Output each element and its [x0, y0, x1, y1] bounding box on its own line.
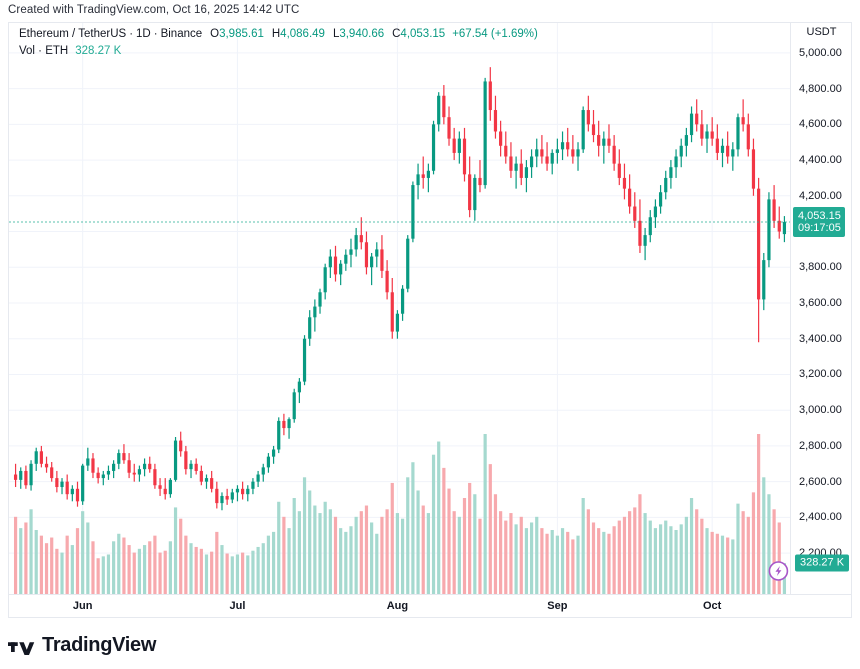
price-tick-label: 3,000.00: [799, 404, 842, 417]
volume-value-badge: 328.27 K: [795, 554, 850, 572]
time-axis[interactable]: Jun Jul Aug Sep Oct: [9, 594, 851, 617]
attribution-text: Created with TradingView.com, Oct 16, 20…: [8, 4, 300, 16]
time-tick-label: Jun: [72, 600, 93, 612]
current-price-badge: 4,053.15 09:17:05: [793, 207, 845, 238]
chart-plot-area[interactable]: [9, 23, 791, 594]
tradingview-wordmark: TradingView: [42, 634, 157, 656]
price-tick-label: 2,600.00: [799, 475, 842, 488]
time-tick-label: Jul: [229, 600, 246, 612]
time-tick-label: Aug: [386, 600, 409, 612]
price-axis-unit: USDT: [806, 26, 837, 38]
price-tick-label: 2,800.00: [799, 439, 842, 452]
time-tick-label: Sep: [547, 600, 568, 612]
price-axis[interactable]: USDT 5,000.00 4,800.00 4,600.00 4,400.00 4,2…: [790, 23, 851, 594]
price-tick-label: 3,400.00: [799, 332, 842, 345]
current-price-value: 4,053.15: [798, 210, 841, 223]
tradingview-logo-icon: [8, 641, 35, 655]
price-tick-label: 3,600.00: [799, 297, 842, 309]
tradingview-brand: TradingView: [8, 634, 156, 657]
price-tick-label: 3,800.00: [799, 261, 842, 274]
price-tick-label: 3,200.00: [799, 368, 842, 381]
price-tick-label: 4,200.00: [799, 189, 842, 202]
current-price-time: 09:17:05: [798, 222, 841, 235]
price-tick-label: 4,400.00: [799, 154, 842, 167]
price-tick-label: 5,000.00: [799, 46, 842, 59]
lightning-bolt-icon: [768, 561, 789, 581]
candlestick-plot[interactable]: [9, 23, 791, 594]
chart-frame: Ethereum / TetherUS · 1D · Binance O3,98…: [8, 22, 852, 618]
price-tick-label: 2,400.00: [799, 511, 842, 524]
price-tick-label: 4,600.00: [799, 118, 842, 131]
price-tick-label: 4,800.00: [799, 82, 842, 95]
time-tick-label: Oct: [703, 600, 722, 612]
